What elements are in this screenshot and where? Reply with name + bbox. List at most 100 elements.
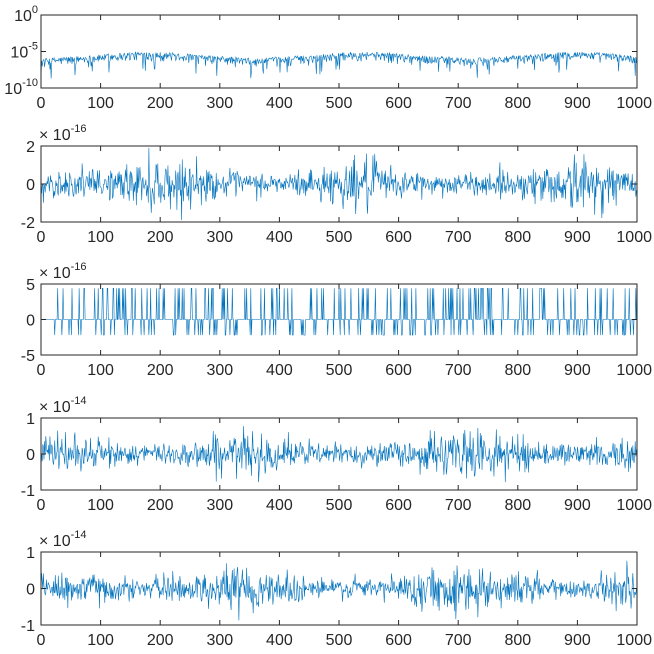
x-tick-label: 600 <box>385 362 412 379</box>
y-tick-label-exponent: -5 <box>28 41 38 53</box>
x-tick-label: 0 <box>37 632 46 649</box>
y-tick-label: 0 <box>26 447 35 464</box>
subplot-5: 0 100 200 300 400 500 600 700 800 900 1000-101× 10… <box>21 529 652 649</box>
x-tick-label: 0 <box>37 95 46 112</box>
x-tick-label: 900 <box>564 95 591 112</box>
x-tick-label: 600 <box>385 229 412 246</box>
y-tick-label-exponent: -10 <box>22 77 38 89</box>
subplot-2: 0 100 200 300 400 500 600 700 800 900 1000-202× 10… <box>21 123 652 246</box>
x-tick-label: 700 <box>445 95 472 112</box>
x-tick-label: 900 <box>564 632 591 649</box>
x-tick-label: 500 <box>326 229 353 246</box>
x-tick-label: 800 <box>504 95 531 112</box>
y-tick-label-base: 10 <box>14 8 32 25</box>
x-tick-label: 200 <box>147 632 174 649</box>
x-tick-label: 700 <box>445 497 472 514</box>
y-tick-label: 2 <box>26 139 35 156</box>
y-tick-label: 1 <box>26 411 35 428</box>
y-tick-label: 100 <box>14 4 38 25</box>
x-tick-label: 400 <box>266 362 293 379</box>
axis-multiplier: × 10-16 <box>39 123 87 144</box>
x-tick-label: 800 <box>504 229 531 246</box>
axis-multiplier-base: × 10 <box>39 399 71 416</box>
x-tick-label: 200 <box>147 95 174 112</box>
x-tick-label: 1000 <box>616 497 652 514</box>
x-tick-label: 700 <box>445 362 472 379</box>
y-tick-label: -1 <box>21 483 35 500</box>
x-tick-label: 300 <box>206 362 233 379</box>
axis-multiplier-exponent: -14 <box>71 529 87 541</box>
y-tick-label: 5 <box>26 277 35 294</box>
x-tick-label: 700 <box>445 632 472 649</box>
y-tick-label-base: 10 <box>4 81 22 98</box>
x-tick-label: 200 <box>147 229 174 246</box>
x-tick-label: 900 <box>564 229 591 246</box>
x-tick-label: 1000 <box>616 632 652 649</box>
axes-box <box>40 14 638 89</box>
series-line-1 <box>41 51 637 79</box>
y-tick-label: 0 <box>26 313 35 330</box>
series-line-2 <box>41 147 637 221</box>
y-tick-label-base: 10 <box>10 45 28 62</box>
y-tick-label: 0 <box>26 582 35 599</box>
x-tick-label: 1000 <box>616 229 652 246</box>
y-tick-label-exponent: 0 <box>32 4 38 16</box>
y-tick-label: 10-5 <box>10 41 38 62</box>
x-tick-label: 300 <box>206 229 233 246</box>
subplot-4: 0 100 200 300 400 500 600 700 800 900 1000-101× 10… <box>21 395 652 514</box>
x-tick-label: 100 <box>87 497 114 514</box>
x-tick-label: 300 <box>206 497 233 514</box>
axis-multiplier: × 10-16 <box>39 261 87 282</box>
y-tick-label: 0 <box>26 177 35 194</box>
axis-multiplier-base: × 10 <box>39 127 71 144</box>
x-tick-label: 400 <box>266 229 293 246</box>
x-tick-label: 100 <box>87 95 114 112</box>
x-tick-label: 600 <box>385 632 412 649</box>
x-tick-label: 100 <box>87 632 114 649</box>
series-line-4 <box>41 426 637 483</box>
x-tick-label: 500 <box>326 632 353 649</box>
axis-multiplier-exponent: -16 <box>71 261 87 273</box>
x-tick-label: 0 <box>37 362 46 379</box>
axis-multiplier-base: × 10 <box>39 533 71 550</box>
x-tick-label: 0 <box>37 497 46 514</box>
x-tick-label: 500 <box>326 362 353 379</box>
x-tick-label: 0 <box>37 229 46 246</box>
x-tick-label: 800 <box>504 497 531 514</box>
x-tick-label: 200 <box>147 362 174 379</box>
series-line-3 <box>41 287 637 336</box>
x-tick-label: 100 <box>87 362 114 379</box>
x-tick-label: 200 <box>147 497 174 514</box>
x-tick-label: 300 <box>206 95 233 112</box>
y-tick-label: 1 <box>26 545 35 562</box>
x-tick-label: 500 <box>326 497 353 514</box>
y-tick-label: -1 <box>21 618 35 635</box>
x-tick-label: 600 <box>385 497 412 514</box>
x-tick-label: 1000 <box>616 95 652 112</box>
x-tick-label: 900 <box>564 362 591 379</box>
axis-multiplier: × 10-14 <box>39 529 87 550</box>
subplot-1: 0 100 200 300 400 500 600 700 800 900 100010-1010-… <box>4 4 652 112</box>
axis-multiplier-base: × 10 <box>39 265 71 282</box>
x-tick-label: 500 <box>326 95 353 112</box>
axis-multiplier-exponent: -14 <box>71 395 87 407</box>
axis-multiplier-exponent: -16 <box>71 123 87 135</box>
y-tick-label: -2 <box>21 215 35 232</box>
x-tick-label: 800 <box>504 362 531 379</box>
x-tick-label: 1000 <box>616 362 652 379</box>
axis-multiplier: × 10-14 <box>39 395 87 416</box>
series-line-5 <box>41 560 637 621</box>
x-tick-label: 700 <box>445 229 472 246</box>
x-tick-label: 800 <box>504 632 531 649</box>
x-tick-label: 400 <box>266 632 293 649</box>
y-tick-label: -5 <box>21 348 35 365</box>
x-tick-label: 600 <box>385 95 412 112</box>
x-tick-label: 300 <box>206 632 233 649</box>
x-tick-label: 900 <box>564 497 591 514</box>
x-tick-label: 400 <box>266 95 293 112</box>
y-tick-label: 10-10 <box>4 77 38 98</box>
x-tick-label: 400 <box>266 497 293 514</box>
subplot-3: 0 100 200 300 400 500 600 700 800 900 1000-505× 10… <box>21 261 652 379</box>
x-tick-label: 100 <box>87 229 114 246</box>
